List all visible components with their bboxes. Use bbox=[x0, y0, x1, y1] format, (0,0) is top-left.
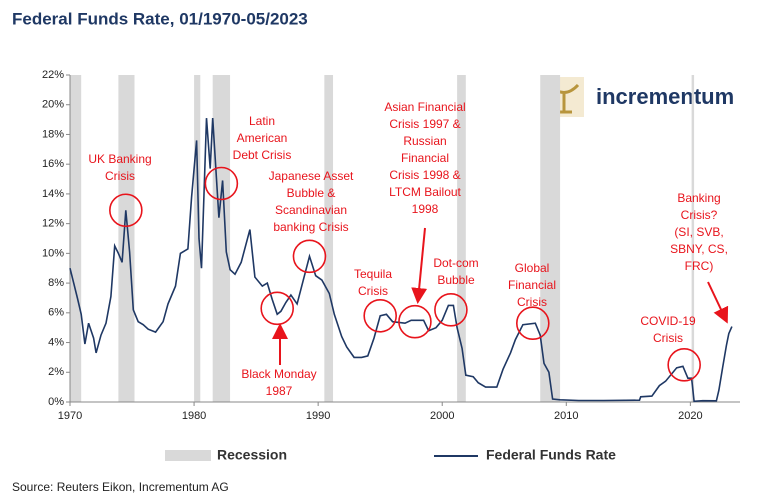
annotation-text: Financial bbox=[508, 278, 556, 292]
x-tick-label: 1990 bbox=[306, 410, 330, 422]
recession-band bbox=[457, 75, 466, 402]
annotation-circle bbox=[667, 348, 701, 382]
logo-text: incrementum bbox=[596, 84, 734, 109]
rate-line bbox=[69, 118, 733, 403]
annotation-text: COVID-19 bbox=[640, 314, 696, 328]
annotation-text: Tequila bbox=[354, 267, 392, 281]
annotation-circle bbox=[204, 166, 239, 201]
recession-band bbox=[212, 75, 231, 402]
annotation-text: SBNY, CS, bbox=[670, 242, 728, 256]
annotation-circle bbox=[109, 193, 143, 228]
annotation-circle bbox=[398, 304, 432, 339]
annotation-text: Asian Financial bbox=[384, 100, 465, 114]
y-tick-label: 8% bbox=[48, 277, 64, 289]
annotation-text: Bubble bbox=[437, 273, 475, 287]
y-tick-label: 10% bbox=[42, 247, 64, 259]
y-tick-label: 20% bbox=[42, 99, 64, 111]
annotation-text: Banking bbox=[677, 191, 720, 205]
annotation-text: UK Banking bbox=[88, 152, 151, 166]
annotation-arrow bbox=[707, 281, 729, 324]
annotation-text: Crisis bbox=[105, 169, 135, 183]
y-tick-label: 22% bbox=[42, 69, 64, 81]
recession-band bbox=[324, 75, 334, 402]
recession-band bbox=[194, 75, 201, 402]
annotation-text: (SI, SVB, bbox=[674, 225, 723, 239]
annotation-circle bbox=[363, 298, 397, 333]
annotation-text: Crisis bbox=[358, 284, 388, 298]
annotation-text: American bbox=[237, 131, 288, 145]
y-tick-label: 12% bbox=[42, 218, 64, 230]
annotation-text: Crisis? bbox=[681, 208, 718, 222]
annotation-text: Financial bbox=[401, 151, 449, 165]
annotation-text: Russian bbox=[403, 134, 446, 148]
annotation-text: Global bbox=[515, 261, 550, 275]
y-tick-label: 4% bbox=[48, 336, 64, 348]
legend-swatch bbox=[165, 450, 211, 461]
y-tick-label: 0% bbox=[48, 396, 64, 408]
y-tick-label: 16% bbox=[42, 158, 64, 170]
annotation-text: Crisis bbox=[653, 331, 683, 345]
annotation-text: Japanese Asset bbox=[269, 169, 354, 183]
y-tick-label: 2% bbox=[48, 366, 64, 378]
annotation-text: Dot-com bbox=[433, 256, 478, 270]
x-tick-label: 2020 bbox=[678, 410, 702, 422]
recession-band bbox=[540, 75, 561, 402]
y-tick-label: 14% bbox=[42, 188, 64, 200]
x-tick-label: 1970 bbox=[58, 410, 82, 422]
annotation-text: Crisis bbox=[517, 295, 547, 309]
annotation-text: Crisis 1997 & bbox=[389, 117, 460, 131]
annotation-text: Latin bbox=[249, 114, 275, 128]
source: Source: Reuters Eikon, Incrementum AG bbox=[12, 480, 229, 494]
legend-label: Recession bbox=[217, 447, 287, 463]
x-tick-label: 2010 bbox=[554, 410, 578, 422]
annotation-text: Black Monday bbox=[241, 367, 316, 381]
annotation-text: LTCM Bailout bbox=[389, 185, 461, 199]
chart-title: Federal Funds Rate, 01/1970-05/2023 bbox=[12, 9, 308, 28]
annotation-circle bbox=[260, 291, 295, 326]
y-tick-label: 18% bbox=[42, 128, 64, 140]
recession-band bbox=[70, 75, 82, 402]
annotation-circle bbox=[515, 306, 550, 341]
x-tick-label: 2000 bbox=[430, 410, 454, 422]
recession-band bbox=[118, 75, 135, 402]
annotation-text: banking Crisis bbox=[273, 220, 348, 234]
annotation-text: 1987 bbox=[266, 384, 293, 398]
annotation-arrow bbox=[411, 227, 428, 304]
annotation-circle bbox=[292, 239, 327, 274]
annotation-text: FRC) bbox=[685, 259, 714, 273]
annotation-text: Debt Crisis bbox=[233, 148, 292, 162]
annotation-text: Scandinavian bbox=[275, 203, 347, 217]
annotation-text: Bubble & bbox=[287, 186, 336, 200]
annotation-circle bbox=[434, 293, 468, 327]
x-tick-label: 1980 bbox=[182, 410, 206, 422]
recession-band bbox=[691, 75, 695, 402]
legend-label: Federal Funds Rate bbox=[486, 447, 616, 463]
annotation-text: 1998 bbox=[412, 202, 439, 216]
y-tick-label: 6% bbox=[48, 307, 64, 319]
annotation-text: Crisis 1998 & bbox=[389, 168, 460, 182]
